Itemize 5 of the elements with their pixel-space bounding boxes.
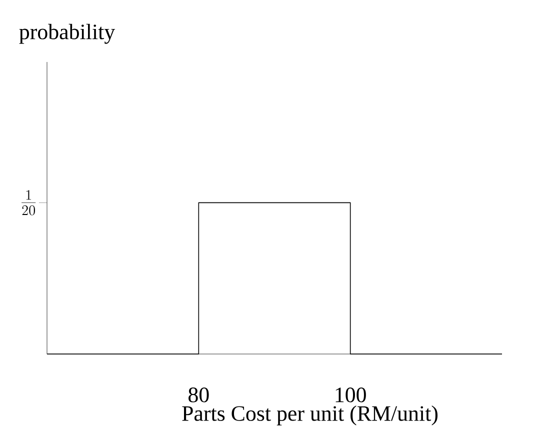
chart-title: probability [19, 24, 116, 44]
text: $\frac{1}{20}$ [22, 190, 36, 216]
x-tick-label: 100 [336, 388, 366, 402]
x-tick-label: 80 [188, 388, 209, 402]
x-axis-title: Parts Cost per unit (RM/unit) [182, 406, 438, 426]
